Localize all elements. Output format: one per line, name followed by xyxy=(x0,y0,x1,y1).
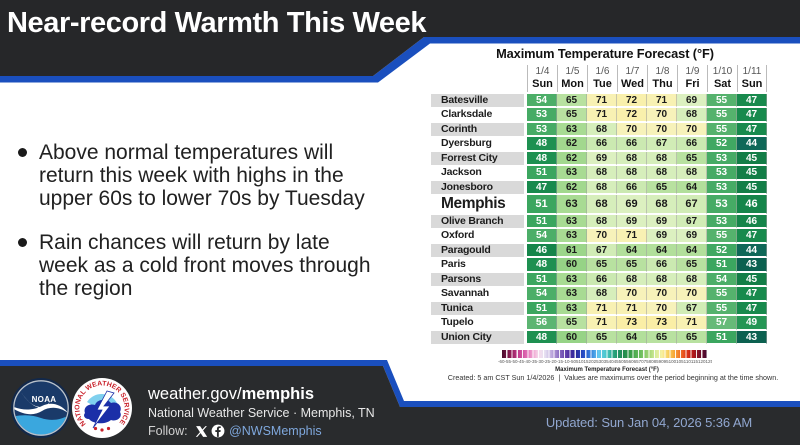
svg-text:NOAA: NOAA xyxy=(32,395,57,404)
